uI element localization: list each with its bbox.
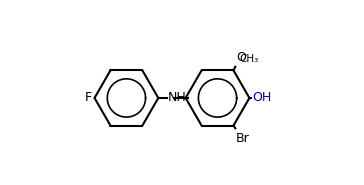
Text: F: F: [85, 91, 92, 105]
Text: OH: OH: [252, 91, 272, 105]
Text: NH: NH: [167, 91, 186, 105]
Text: Br: Br: [236, 132, 250, 145]
Text: CH₃: CH₃: [240, 54, 259, 64]
Text: O: O: [236, 51, 246, 64]
